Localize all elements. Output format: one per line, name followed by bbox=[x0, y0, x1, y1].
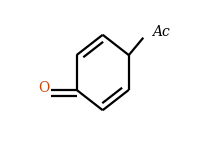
Text: Ac: Ac bbox=[152, 25, 170, 39]
Text: O: O bbox=[38, 81, 50, 95]
